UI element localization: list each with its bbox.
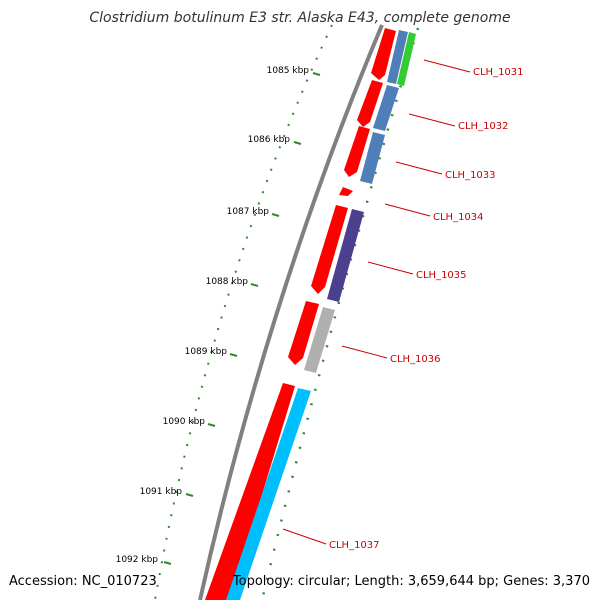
- cog-segment-1035-purple[interactable]: [327, 209, 364, 302]
- forward-cds-track: [205, 28, 396, 600]
- cds-arrow-1036[interactable]: [288, 301, 319, 365]
- tick-label-1085: 1085 kbp: [267, 66, 310, 76]
- ruler-tick: [207, 423, 216, 427]
- cog-segment-1037-cyan[interactable]: [226, 388, 311, 600]
- ruler-tick: [229, 353, 238, 357]
- gene-label-1031[interactable]: CLH_1031: [473, 67, 524, 78]
- cog-segment-1036-grey[interactable]: [304, 307, 335, 373]
- gene-label-1032[interactable]: CLH_1032: [458, 121, 509, 132]
- tick-label-1086: 1086 kbp: [248, 135, 291, 145]
- cds-arrow-1037[interactable]: [205, 383, 295, 600]
- gene-label-1035[interactable]: CLH_1035: [416, 270, 467, 281]
- tick-label-1090: 1090 kbp: [163, 417, 206, 427]
- gene-label-1037[interactable]: CLH_1037: [329, 540, 380, 551]
- kbp-ruler: [163, 72, 321, 565]
- leader-line-1035: [367, 261, 414, 275]
- genome-summary-label: Topology: circular; Length: 3,659,644 bp…: [232, 574, 590, 589]
- leader-line-1033: [395, 161, 443, 175]
- cog-segment-1031-green[interactable]: [397, 32, 416, 86]
- leader-line-1034: [384, 203, 431, 217]
- gene-label-1033[interactable]: CLH_1033: [445, 170, 496, 181]
- ruler-tick: [312, 72, 321, 76]
- ruler-tick: [293, 141, 302, 145]
- gene-label-1034[interactable]: CLH_1034: [433, 212, 484, 223]
- cog-segment-1031-blue[interactable]: [387, 30, 408, 84]
- cds-arrow-1035[interactable]: [311, 205, 348, 294]
- map-title: Clostridium botulinum E3 str. Alaska E43…: [89, 10, 511, 26]
- genome-backbone: [198, 24, 384, 600]
- tick-label-1091: 1091 kbp: [140, 487, 183, 497]
- gene-label-1036[interactable]: CLH_1036: [390, 354, 441, 365]
- tick-label-1089: 1089 kbp: [185, 347, 228, 357]
- leader-line-1032: [408, 113, 456, 127]
- cds-arrow-1033[interactable]: [344, 126, 370, 177]
- ruler-tick: [250, 283, 259, 287]
- leader-line-1031: [423, 59, 471, 73]
- accession-label: Accession: NC_010723: [9, 574, 157, 589]
- cds-arrow-1032[interactable]: [357, 80, 383, 127]
- cog-track: [226, 30, 416, 600]
- leader-line-1037: [282, 528, 327, 545]
- tick-label-1092: 1092 kbp: [116, 555, 159, 565]
- ruler-tick: [185, 493, 194, 497]
- tick-label-1087: 1087 kbp: [227, 207, 270, 217]
- inner-dotted-ring: [260, 27, 420, 600]
- cog-segment-1032-blue[interactable]: [373, 85, 399, 131]
- cog-segment-1033-blue[interactable]: [360, 132, 385, 184]
- ruler-tick: [271, 213, 280, 217]
- outer-dotted-ring: [154, 24, 333, 600]
- cds-arrow-1034[interactable]: [339, 187, 353, 196]
- tick-label-1088: 1088 kbp: [206, 277, 249, 287]
- leader-line-1036: [341, 345, 388, 359]
- cds-arrow-1031[interactable]: [371, 28, 396, 80]
- ruler-tick: [163, 561, 172, 565]
